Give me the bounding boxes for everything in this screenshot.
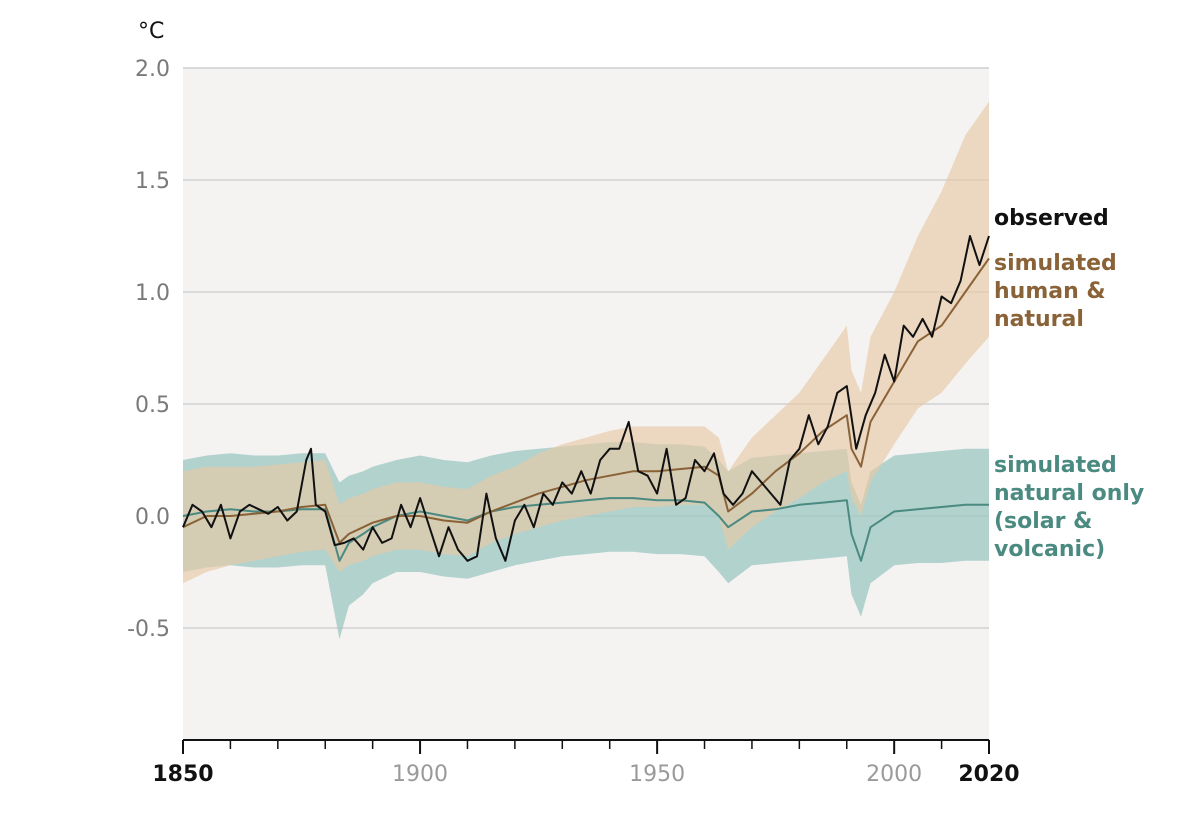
- y-tick-label: 2.0: [135, 57, 170, 82]
- legend-natural-only-line: (solar &: [994, 509, 1092, 534]
- y-tick-label: 0.5: [135, 393, 170, 418]
- x-tick-label: 1900: [392, 762, 448, 787]
- human-natural-line: [182, 257, 990, 544]
- y-tick-label: -0.5: [127, 617, 170, 642]
- legend-natural-only-line: natural only: [994, 481, 1144, 506]
- grid-lines: [183, 67, 989, 629]
- x-tick-labels: 1850 1900 1950 2000 2020: [152, 762, 1019, 787]
- series-lines: [182, 235, 990, 562]
- y-tick-label: 0.0: [135, 505, 170, 530]
- y-axis-unit-label: °C: [138, 19, 164, 44]
- y-tick-labels: 2.0 1.5 1.0 0.5 0.0 -0.5: [127, 57, 170, 642]
- legend-human-natural: simulated human & natural: [994, 251, 1117, 332]
- legend-human-natural-line: human &: [994, 279, 1106, 304]
- x-tick-label: 1950: [629, 762, 685, 787]
- axes: [182, 739, 990, 754]
- legend-human-natural-line: simulated: [994, 251, 1117, 276]
- y-tick-label: 1.0: [135, 281, 170, 306]
- legend-natural-only-line: volcanic): [994, 537, 1105, 562]
- x-tick-label: 1850: [152, 762, 213, 787]
- legend-human-natural-line: natural: [994, 307, 1084, 332]
- x-tick-label: 2020: [958, 762, 1019, 787]
- y-tick-label: 1.5: [135, 169, 170, 194]
- legend-observed: observed: [994, 206, 1109, 231]
- x-tick-label: 2000: [866, 762, 922, 787]
- legend-natural-only-line: simulated: [994, 453, 1117, 478]
- legend-observed-line: observed: [994, 206, 1109, 231]
- legend-natural-only: simulated natural only (solar & volcanic): [994, 453, 1144, 562]
- observed-line: [182, 235, 990, 562]
